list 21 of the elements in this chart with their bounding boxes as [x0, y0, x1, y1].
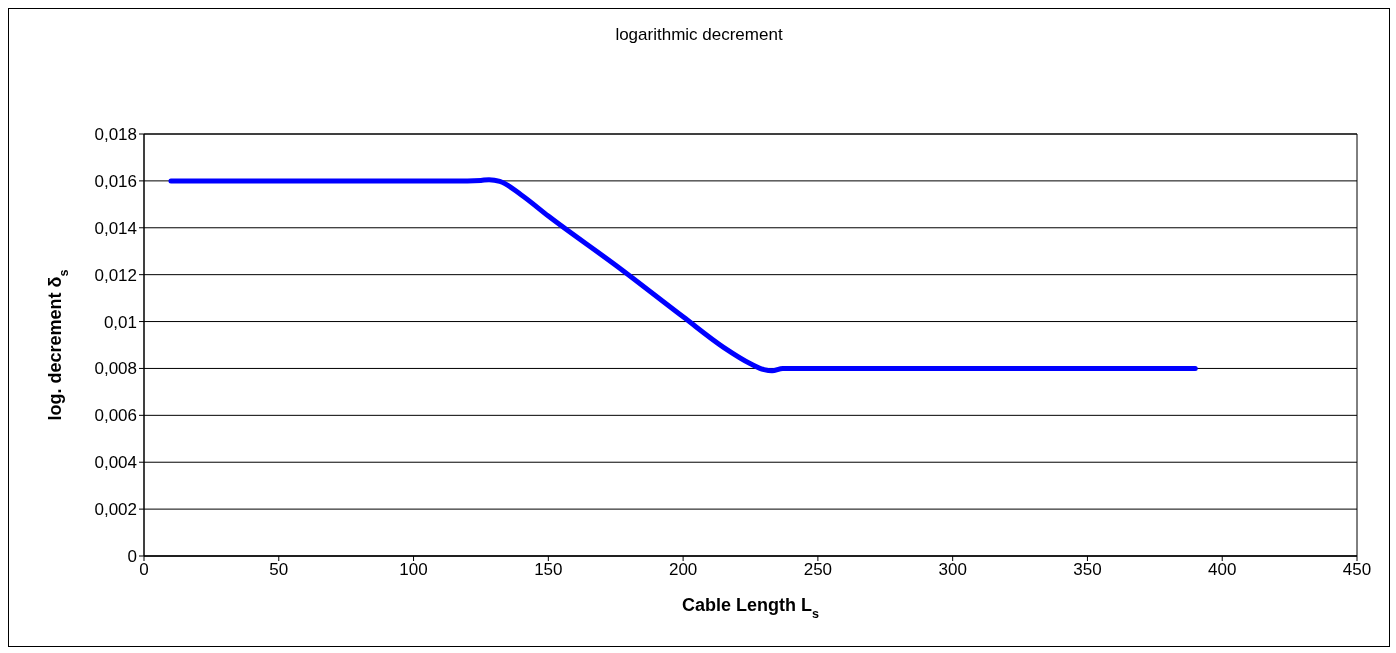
- x-tick-label: 400: [1208, 560, 1237, 580]
- y-tick-label: 0,004: [94, 453, 137, 473]
- y-tick-label: 0,012: [94, 265, 137, 285]
- y-tick-label: 0,018: [94, 125, 137, 145]
- chart-title: logarithmic decrement: [614, 25, 784, 45]
- y-tick-label: 0,01: [103, 312, 137, 332]
- x-tick-label: 300: [938, 560, 967, 580]
- x-tick-label: 50: [269, 560, 289, 580]
- y-tick-label: 0,008: [94, 359, 137, 379]
- y-tick-label: 0,002: [94, 500, 137, 520]
- x-tick-label: 200: [668, 560, 698, 580]
- y-tick-label: 0,016: [94, 171, 137, 191]
- x-tick-label: 350: [1073, 560, 1102, 580]
- x-tick-label: 450: [1342, 560, 1372, 580]
- x-tick-label: 250: [803, 560, 833, 580]
- x-tick-label: 150: [534, 560, 563, 580]
- y-tick-label: 0,006: [94, 406, 137, 426]
- x-axis-title: Cable Length L$_{s}$: [681, 595, 820, 621]
- y-tick-label: 0: [127, 547, 137, 567]
- x-tick-label: 100: [399, 560, 428, 580]
- y-tick-label: 0,014: [94, 218, 137, 238]
